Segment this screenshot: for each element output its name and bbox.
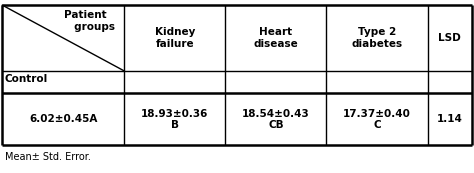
Text: 18.54±0.43
CB: 18.54±0.43 CB	[242, 109, 310, 130]
Text: Heart
disease: Heart disease	[254, 27, 298, 49]
Text: Control: Control	[5, 74, 48, 84]
Text: Type 2
diabetes: Type 2 diabetes	[351, 27, 402, 49]
Text: 18.93±0.36
B: 18.93±0.36 B	[141, 109, 209, 130]
Text: Mean± Std. Error.: Mean± Std. Error.	[5, 152, 91, 162]
Text: 6.02±0.45A: 6.02±0.45A	[29, 114, 98, 124]
Text: Kidney
failure: Kidney failure	[155, 27, 195, 49]
Text: Patient
     groups: Patient groups	[56, 10, 115, 32]
Text: LSD: LSD	[438, 33, 461, 43]
Text: 1.14: 1.14	[437, 114, 463, 124]
Text: 17.37±0.40
C: 17.37±0.40 C	[343, 109, 411, 130]
